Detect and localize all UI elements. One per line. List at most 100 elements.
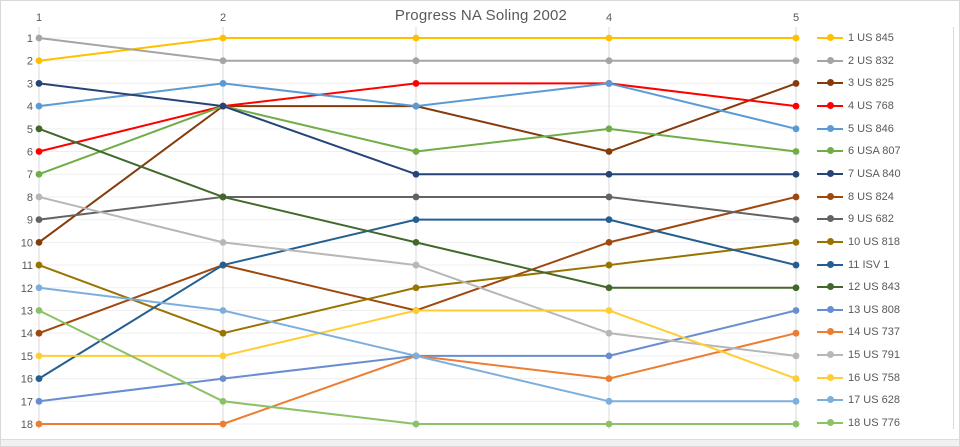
y-tick-label: 17 [21,396,33,408]
legend-marker-icon [817,169,843,178]
y-tick-label: 3 [27,78,33,90]
legend-marker-icon [817,396,843,404]
series-dot [605,307,613,314]
series-dot [412,80,420,87]
series-line [38,82,797,153]
legend-item: 13 US 808 [817,299,900,321]
legend-item-label: 6 USA 807 [848,145,901,158]
legend-item: 17 US 628 [817,389,900,411]
legend-item-label: 9 US 682 [848,213,894,226]
series-dot [219,261,227,269]
series-dot [35,329,43,337]
series-dot [412,307,420,314]
series-dot [35,57,43,65]
legend-item-label: 3 US 825 [848,77,894,90]
y-tick-label: 18 [21,419,33,431]
legend-item: 18 US 776 [817,412,900,434]
legend-marker-dot [827,215,834,223]
series-dot [605,238,613,246]
series-line [38,105,797,176]
legend-item: 4 US 768 [817,95,894,117]
y-tick-label: 14 [21,328,33,340]
series-dot [219,329,227,337]
series-dot [792,148,800,155]
legend-marker-dot [827,192,834,200]
series-dot [35,238,43,246]
series-dot [219,193,227,201]
legend-item: 11 ISV 1 [817,254,889,276]
series-dot [219,57,227,65]
legend-item: 7 USA 840 [817,163,901,185]
y-tick-label: 4 [27,101,33,113]
series-dot [35,352,43,360]
series-dot [35,148,43,155]
legend-marker-dot [827,396,834,404]
legend-item: 6 USA 807 [817,140,901,162]
series-dot [35,216,43,224]
series-dot [605,284,613,292]
series-dot [792,375,800,382]
series-dot [792,125,800,133]
series-dot [35,34,43,42]
series-dot [35,261,43,269]
series-dot [219,420,227,428]
legend: 1 US 845 2 US 832 3 US 825 4 US 768 5 US 846… [817,1,957,446]
series-dot [605,216,613,224]
y-tick-label: 5 [27,124,33,136]
y-tick-label: 8 [27,192,33,204]
series-dot [412,216,420,224]
legend-item: 8 US 824 [817,186,894,208]
legend-item-label: 12 US 843 [848,281,900,294]
y-tick-label: 9 [27,215,33,227]
y-tick-label: 13 [21,305,33,317]
series-dot [605,125,613,133]
series-dot [219,352,227,360]
y-tick-label: 15 [21,351,33,363]
y-tick-label: 1 [27,33,33,45]
legend-marker-icon [817,56,843,65]
legend-marker-icon [817,124,843,133]
legend-marker-dot [827,34,834,41]
series-dot [219,80,227,87]
y-tick-label: 10 [21,237,33,249]
series-dot [792,329,800,337]
x-tick-label: 4 [606,12,612,24]
legend-marker-icon [817,260,843,269]
legend-marker-dot [827,79,834,87]
series-dot [35,125,43,133]
legend-marker-icon [817,79,843,87]
legend-item: 9 US 682 [817,208,894,230]
legend-item-label: 14 US 737 [848,326,900,339]
legend-marker-icon [817,147,843,155]
legend-marker-icon [817,34,843,42]
series-dot [605,329,613,337]
legend-marker-dot [827,56,834,64]
series-dot [35,80,43,87]
legend-marker-dot [827,101,834,109]
series-line [38,37,796,62]
legend-marker-icon [817,305,843,314]
series-dot [412,420,420,428]
series-dot [219,238,227,246]
x-tick-label: 2 [220,12,226,24]
series-dot [412,238,420,246]
series-dot [412,193,420,201]
series-dot [792,193,800,201]
legend-item-label: 4 US 768 [848,99,894,112]
series-dot [412,284,420,292]
series-dot [219,307,227,314]
legend-marker-icon [817,101,843,110]
legend-marker-dot [827,305,834,313]
series-dot [35,420,43,428]
series-dot [605,57,613,65]
series-dot [35,307,43,314]
series-dot [605,193,613,201]
y-tick-label: 7 [27,169,33,181]
series-dot [35,170,43,178]
legend-item: 2 US 832 [817,50,894,72]
legend-item-label: 5 US 846 [848,122,894,135]
series-dot [792,397,800,405]
legend-item-label: 18 US 776 [848,417,900,430]
legend-marker-icon [817,351,843,359]
series-dot [605,397,613,405]
